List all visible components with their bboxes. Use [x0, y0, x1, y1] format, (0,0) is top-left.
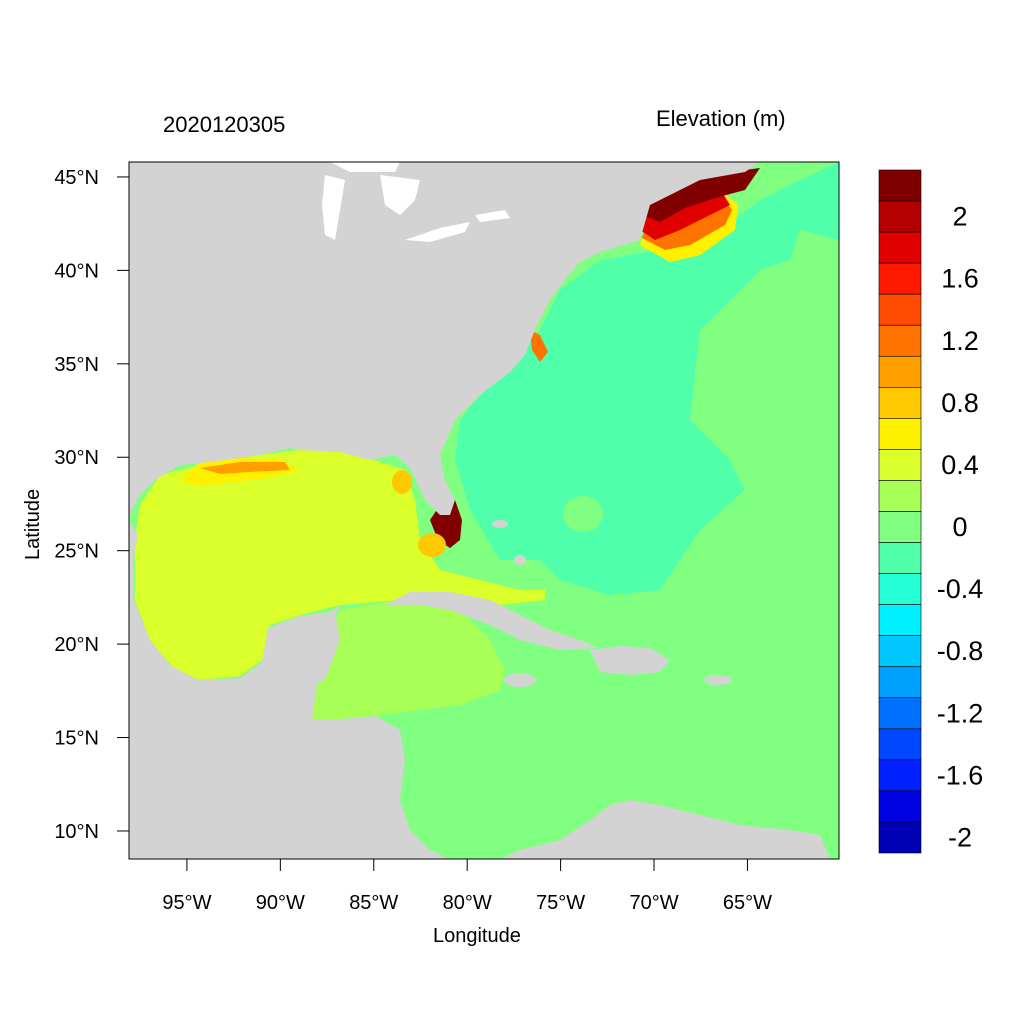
colorbar-box	[878, 324, 922, 357]
colorbar-box	[878, 666, 922, 699]
colorbar-box	[878, 293, 922, 326]
map-date-label: 2020120305	[163, 112, 286, 137]
map-frame	[128, 161, 840, 860]
x-tick-label: 85°W	[349, 892, 398, 914]
colorbar-label: 0.8	[941, 388, 979, 418]
colorbar-boxes	[878, 169, 922, 854]
colorbar-box	[878, 418, 922, 450]
x-tick-label: 95°W	[162, 892, 211, 914]
big-bend-surge	[392, 470, 412, 494]
x-tick-label: 70°W	[629, 892, 678, 914]
colorbar-box	[878, 635, 922, 668]
colorbar-box	[878, 542, 922, 574]
colorbar-box	[878, 790, 922, 823]
colorbar-label: 2	[952, 202, 967, 232]
lake-superior	[330, 162, 400, 172]
gulfstream-eddy	[775, 200, 839, 228]
atlantic-eddy	[563, 496, 603, 532]
bahamas-land	[492, 520, 508, 528]
colorbar-labels: 2 1.6 1.2 0.8 0.4 0 -0.4 -0.8 -1.2 -1.6 -2	[937, 202, 984, 853]
x-tick-label: 65°W	[723, 892, 772, 914]
mexico-land	[129, 520, 450, 859]
colorbar-box	[878, 355, 922, 388]
x-tick-label: 80°W	[443, 892, 492, 914]
north-america-land	[129, 162, 760, 520]
louisiana-surge-core	[200, 462, 290, 474]
colorbar-box	[878, 231, 922, 264]
western-caribbean-area	[310, 600, 505, 720]
colorbar-label: 0.4	[941, 450, 979, 480]
y-tick-label: 20°N	[54, 634, 99, 656]
hispaniola-land	[590, 646, 670, 675]
x-axis-label: Longitude	[433, 925, 521, 947]
y-tick-label: 25°N	[54, 541, 99, 563]
lake-huron	[380, 175, 420, 215]
florida-west-surge	[418, 533, 446, 557]
colorbar-box	[878, 728, 922, 761]
map-layers	[129, 162, 839, 859]
cuba-land	[385, 592, 600, 650]
colorbar-box	[878, 821, 922, 854]
y-tick-label: 15°N	[54, 728, 99, 750]
colorbar-box	[878, 697, 922, 730]
puerto-rico-land	[704, 675, 732, 685]
colorbar-box	[878, 759, 922, 792]
colorbar-label: -1.6	[937, 760, 984, 790]
south-america-land	[500, 800, 830, 859]
y-tick-label: 30°N	[54, 447, 99, 469]
bahamas-land-2	[514, 555, 526, 565]
colorbar-box	[878, 604, 922, 636]
y-tick-label: 35°N	[54, 354, 99, 376]
colorbar-label: -1.2	[937, 698, 984, 728]
lake-ontario	[475, 210, 510, 222]
colorbar-box	[878, 573, 922, 605]
y-tick-label: 10°N	[54, 821, 99, 843]
colorbar-box	[878, 262, 922, 295]
colorbar-label: 1.2	[941, 326, 979, 356]
colorbar-label: -2	[948, 822, 972, 852]
jamaica-land	[504, 673, 536, 687]
carolina-surge	[530, 330, 548, 362]
colorbar-box	[878, 387, 922, 419]
colorbar-label: -0.8	[937, 636, 984, 666]
y-axis-ticks: 45°N 40°N 35°N 30°N 25°N 20°N 15°N 10°N	[54, 167, 129, 843]
colorbar-label: -0.4	[937, 574, 984, 604]
colorbar-label: 1.6	[941, 264, 979, 294]
gulf-of-mexico-area	[135, 450, 545, 680]
y-tick-label: 40°N	[54, 260, 99, 282]
y-tick-label: 45°N	[54, 167, 99, 189]
colorbar-box	[878, 480, 922, 512]
variable-label: Elevation (m)	[656, 106, 786, 131]
colorbar-box	[878, 169, 922, 202]
lake-erie	[405, 222, 470, 242]
x-tick-label: 75°W	[536, 892, 585, 914]
yucatan-land	[262, 612, 340, 690]
colorbar-box	[878, 200, 922, 233]
x-axis-ticks: 95°W 90°W 85°W 80°W 75°W 70°W 65°W	[162, 859, 772, 914]
northeast-surge-peak	[642, 168, 760, 222]
land-masses	[129, 162, 830, 859]
colorbar-label: 0	[952, 512, 967, 542]
x-tick-label: 90°W	[256, 892, 305, 914]
lake-michigan	[322, 175, 345, 240]
colorbar-box	[878, 511, 922, 543]
great-lakes	[322, 162, 510, 242]
colorbar-box	[878, 449, 922, 481]
atlantic-negative-area	[455, 162, 839, 595]
